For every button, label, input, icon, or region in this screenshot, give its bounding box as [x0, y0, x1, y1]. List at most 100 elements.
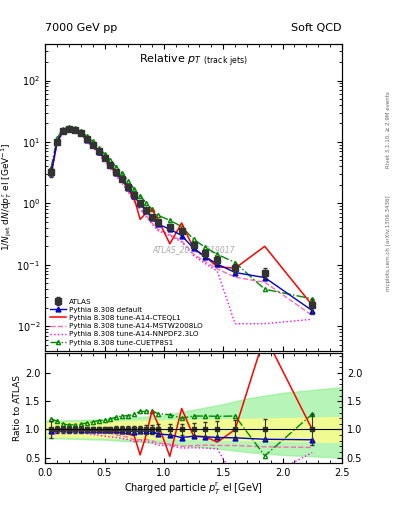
Pythia 8.308 tune-A14-NNPDF2.3LO — [96, 151, 101, 157]
Pythia 8.308 tune-CUETP8S1 — [215, 251, 220, 258]
Pythia 8.308 tune-A14-CTEQL1 — [263, 243, 267, 249]
Pythia 8.308 tune-A14-NNPDF2.3LO — [150, 221, 154, 227]
Pythia 8.308 default — [126, 185, 130, 191]
Text: ATLAS_2011_I919017: ATLAS_2011_I919017 — [152, 245, 235, 254]
Pythia 8.308 tune-A14-CTEQL1 — [102, 156, 107, 162]
Pythia 8.308 tune-CUETP8S1 — [144, 200, 149, 206]
Pythia 8.308 tune-A14-MSTW2008LO — [79, 131, 83, 137]
Pythia 8.308 default — [144, 208, 149, 214]
Pythia 8.308 tune-A14-CTEQL1 — [179, 220, 184, 226]
Pythia 8.308 tune-A14-NNPDF2.3LO — [310, 316, 315, 323]
Y-axis label: Ratio to ATLAS: Ratio to ATLAS — [13, 375, 22, 441]
Pythia 8.308 default — [167, 226, 172, 232]
Pythia 8.308 tune-A14-CTEQL1 — [49, 171, 53, 177]
Pythia 8.308 tune-A14-MSTW2008LO — [263, 279, 267, 285]
Text: mcplots.cern.ch [arXiv:1306.3436]: mcplots.cern.ch [arXiv:1306.3436] — [386, 196, 391, 291]
Pythia 8.308 tune-A14-MSTW2008LO — [120, 179, 125, 185]
Pythia 8.308 default — [96, 148, 101, 155]
Pythia 8.308 default — [79, 130, 83, 136]
Pythia 8.308 tune-CUETP8S1 — [49, 165, 53, 171]
Pythia 8.308 tune-A14-CTEQL1 — [84, 137, 89, 143]
Pythia 8.308 default — [150, 215, 154, 221]
Pythia 8.308 tune-A14-MSTW2008LO — [167, 231, 172, 238]
Pythia 8.308 default — [90, 142, 95, 148]
Pythia 8.308 tune-A14-MSTW2008LO — [114, 172, 119, 178]
Pythia 8.308 tune-CUETP8S1 — [132, 186, 137, 192]
Pythia 8.308 tune-CUETP8S1 — [138, 193, 143, 199]
Pythia 8.308 default — [310, 308, 315, 314]
Text: Soft QCD: Soft QCD — [292, 23, 342, 33]
Pythia 8.308 tune-A14-CTEQL1 — [132, 196, 137, 202]
Pythia 8.308 tune-A14-CTEQL1 — [156, 216, 160, 222]
Pythia 8.308 tune-A14-NNPDF2.3LO — [167, 232, 172, 239]
Pythia 8.308 tune-A14-NNPDF2.3LO — [73, 129, 77, 135]
Pythia 8.308 tune-A14-CTEQL1 — [96, 149, 101, 155]
Pythia 8.308 tune-A14-NNPDF2.3LO — [126, 189, 130, 195]
Pythia 8.308 tune-CUETP8S1 — [191, 236, 196, 242]
Pythia 8.308 default — [215, 261, 220, 267]
Pythia 8.308 tune-A14-CTEQL1 — [66, 126, 71, 133]
Pythia 8.308 tune-CUETP8S1 — [120, 170, 125, 176]
Pythia 8.308 default — [102, 155, 107, 161]
Pythia 8.308 tune-A14-MSTW2008LO — [102, 157, 107, 163]
Pythia 8.308 default — [114, 169, 119, 176]
Line: Pythia 8.308 tune-A14-MSTW2008LO: Pythia 8.308 tune-A14-MSTW2008LO — [51, 130, 312, 315]
Line: Pythia 8.308 tune-A14-CTEQL1: Pythia 8.308 tune-A14-CTEQL1 — [51, 130, 312, 305]
Line: Pythia 8.308 tune-A14-NNPDF2.3LO: Pythia 8.308 tune-A14-NNPDF2.3LO — [51, 130, 312, 324]
Pythia 8.308 tune-CUETP8S1 — [90, 138, 95, 144]
Pythia 8.308 tune-A14-MSTW2008LO — [156, 226, 160, 232]
Pythia 8.308 tune-A14-MSTW2008LO — [108, 164, 113, 170]
Pythia 8.308 tune-A14-NNPDF2.3LO — [79, 132, 83, 138]
Pythia 8.308 default — [263, 274, 267, 281]
Pythia 8.308 tune-A14-NNPDF2.3LO — [263, 321, 267, 327]
Pythia 8.308 tune-CUETP8S1 — [179, 223, 184, 229]
Pythia 8.308 tune-CUETP8S1 — [126, 178, 130, 184]
Pythia 8.308 tune-CUETP8S1 — [114, 164, 119, 170]
Pythia 8.308 tune-A14-CTEQL1 — [120, 178, 125, 184]
Pythia 8.308 tune-CUETP8S1 — [102, 151, 107, 157]
Pythia 8.308 tune-A14-MSTW2008LO — [203, 259, 208, 265]
Pythia 8.308 default — [179, 232, 184, 239]
Pythia 8.308 tune-A14-NNPDF2.3LO — [108, 166, 113, 172]
Pythia 8.308 default — [49, 170, 53, 176]
Pythia 8.308 tune-A14-MSTW2008LO — [126, 188, 130, 194]
Pythia 8.308 tune-CUETP8S1 — [73, 125, 77, 131]
Pythia 8.308 tune-A14-NNPDF2.3LO — [66, 127, 71, 133]
Pythia 8.308 tune-A14-MSTW2008LO — [73, 127, 77, 134]
Pythia 8.308 tune-A14-CTEQL1 — [108, 163, 113, 169]
Pythia 8.308 default — [203, 254, 208, 260]
Pythia 8.308 tune-A14-NNPDF2.3LO — [132, 199, 137, 205]
Pythia 8.308 tune-A14-CTEQL1 — [191, 245, 196, 251]
Pythia 8.308 tune-A14-CTEQL1 — [90, 142, 95, 148]
Pythia 8.308 tune-A14-MSTW2008LO — [150, 220, 154, 226]
Pythia 8.308 default — [73, 127, 77, 133]
Pythia 8.308 tune-A14-MSTW2008LO — [49, 172, 53, 178]
Pythia 8.308 tune-A14-MSTW2008LO — [96, 150, 101, 156]
Pythia 8.308 tune-CUETP8S1 — [310, 296, 315, 302]
Pythia 8.308 default — [156, 221, 160, 227]
Pythia 8.308 tune-A14-NNPDF2.3LO — [61, 129, 65, 135]
Pythia 8.308 tune-A14-NNPDF2.3LO — [191, 252, 196, 259]
Pythia 8.308 tune-A14-CTEQL1 — [55, 139, 59, 145]
Pythia 8.308 tune-A14-NNPDF2.3LO — [114, 174, 119, 180]
Pythia 8.308 tune-A14-NNPDF2.3LO — [179, 239, 184, 245]
Pythia 8.308 tune-A14-MSTW2008LO — [233, 274, 237, 280]
Pythia 8.308 tune-CUETP8S1 — [108, 157, 113, 163]
Pythia 8.308 tune-A14-CTEQL1 — [233, 265, 237, 271]
Pythia 8.308 tune-A14-MSTW2008LO — [66, 126, 71, 133]
Pythia 8.308 tune-CUETP8S1 — [156, 212, 160, 219]
Pythia 8.308 tune-A14-NNPDF2.3LO — [102, 158, 107, 164]
Line: Pythia 8.308 default: Pythia 8.308 default — [49, 127, 315, 313]
Pythia 8.308 tune-A14-CTEQL1 — [203, 254, 208, 260]
Pythia 8.308 tune-A14-NNPDF2.3LO — [90, 144, 95, 151]
Pythia 8.308 default — [61, 128, 65, 134]
Pythia 8.308 tune-A14-MSTW2008LO — [55, 140, 59, 146]
Line: Pythia 8.308 tune-CUETP8S1: Pythia 8.308 tune-CUETP8S1 — [49, 125, 314, 301]
Pythia 8.308 tune-A14-MSTW2008LO — [310, 312, 315, 318]
Pythia 8.308 default — [66, 126, 71, 132]
Pythia 8.308 tune-A14-NNPDF2.3LO — [120, 181, 125, 187]
Pythia 8.308 tune-CUETP8S1 — [96, 144, 101, 151]
Pythia 8.308 tune-A14-NNPDF2.3LO — [55, 140, 59, 146]
Pythia 8.308 tune-A14-MSTW2008LO — [138, 206, 143, 212]
Legend: ATLAS, Pythia 8.308 default, Pythia 8.308 tune-A14-CTEQL1, Pythia 8.308 tune-A14: ATLAS, Pythia 8.308 default, Pythia 8.30… — [48, 295, 206, 349]
